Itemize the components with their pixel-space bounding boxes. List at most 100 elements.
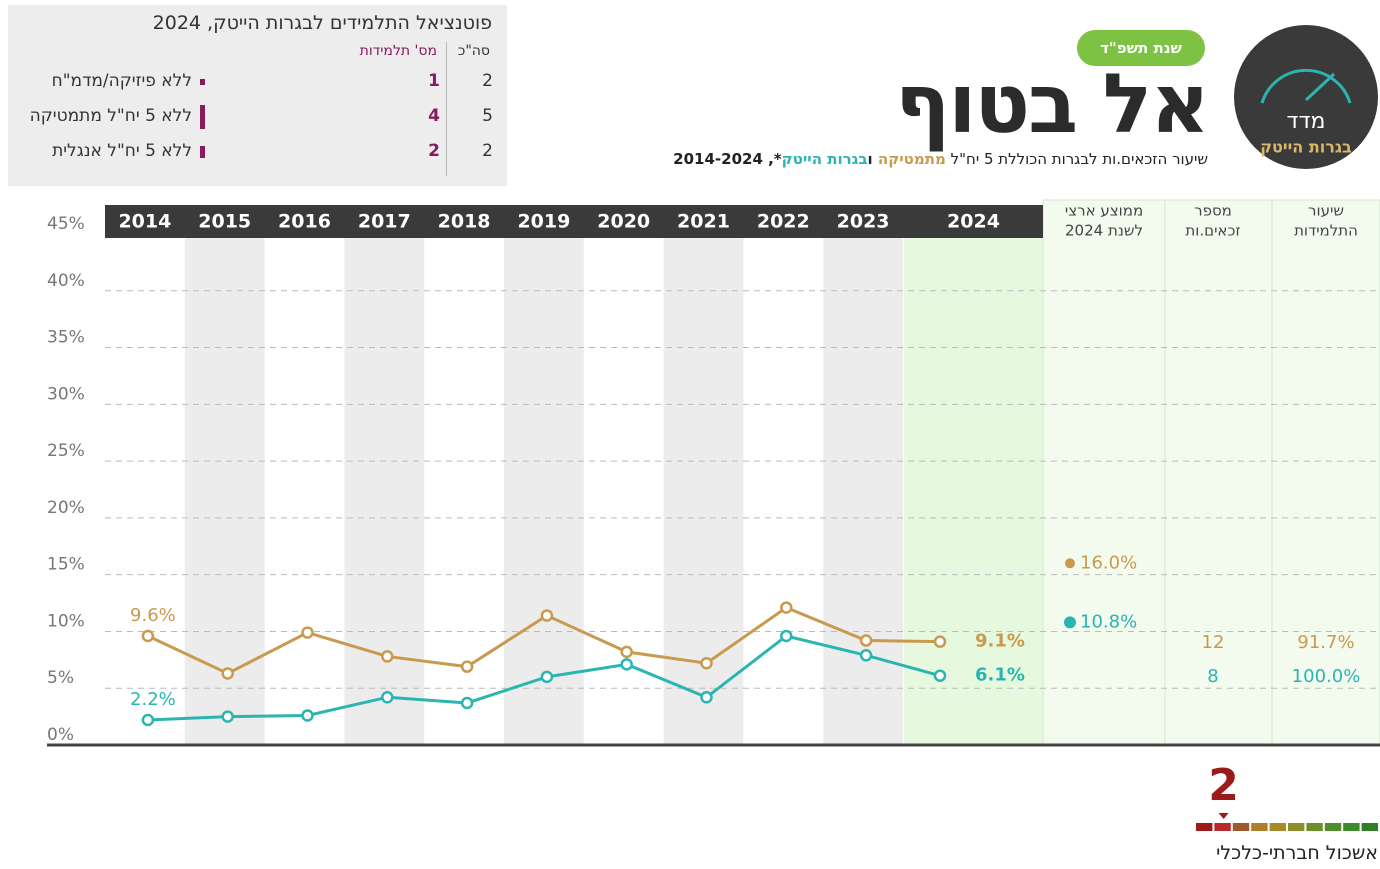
x-tick-label: 2017	[358, 211, 411, 233]
x-tick-label: 2021	[677, 211, 730, 233]
data-point	[700, 691, 713, 704]
logo-top: מדד	[1287, 109, 1326, 134]
data-label: 2.2%	[130, 689, 176, 710]
data-point	[301, 709, 314, 722]
data-point	[460, 660, 474, 673]
cluster-segment	[1214, 823, 1231, 831]
cluster-label: אשכול חברתי-כלכלי	[1216, 842, 1378, 864]
side-count: 2	[428, 141, 440, 161]
subtitle-part: ו	[867, 150, 878, 168]
x-tick-label: 2016	[278, 211, 331, 233]
data-point	[780, 629, 793, 643]
side-header: סה"כ	[457, 43, 490, 59]
national-point	[1065, 558, 1075, 569]
national-label: 16.0%	[1080, 552, 1137, 573]
data-point	[859, 649, 873, 662]
data-point	[540, 609, 554, 622]
logo-gauge	[1260, 69, 1352, 104]
data-label: 9.1%	[975, 631, 1025, 652]
x-tick-label: 2022	[757, 211, 810, 233]
logo-bottom: בגרות הייטק	[1260, 138, 1352, 157]
subtitle-part: בגרות הייטק	[781, 150, 868, 168]
data-point	[460, 696, 474, 710]
logo-needle	[1304, 72, 1336, 102]
x-tick-label: 2014	[118, 211, 171, 233]
side-header: מס' תלמידות	[359, 43, 437, 59]
subtitle: שיעור הזכאים.ות לבגרות הכוללת 5 יח"ל מתמ…	[673, 150, 1208, 168]
data-point	[859, 634, 873, 647]
column-bg	[663, 238, 744, 745]
y-tick-label: 20%	[47, 498, 85, 518]
cluster-marker	[1218, 813, 1229, 819]
side-bar	[200, 146, 205, 158]
x-tick-label: 2023	[837, 211, 890, 233]
x-tick-label: 2019	[517, 211, 570, 233]
subtitle-part: *, 2014-2024	[673, 150, 782, 168]
data-point	[933, 635, 947, 648]
logo-circle	[1234, 25, 1378, 169]
data-point	[221, 667, 234, 680]
data-label: 6.1%	[975, 665, 1025, 686]
national-point	[1064, 616, 1076, 629]
subtitle-part: מתמטיקה	[877, 150, 946, 168]
y-tick-label: 45%	[47, 214, 85, 234]
column-bg	[344, 238, 425, 745]
column-value: 100.0%	[1292, 666, 1361, 687]
y-tick-label: 5%	[47, 668, 74, 688]
column-value: 8	[1207, 666, 1218, 687]
side-label: ללא פיזיקה/מדמ"ח	[51, 71, 192, 91]
column-header: ממוצע ארצי	[1065, 202, 1143, 220]
side-bar	[200, 79, 205, 85]
data-point	[141, 629, 155, 643]
year-header	[105, 205, 1043, 238]
column-bg	[1271, 199, 1380, 746]
side-total: 2	[482, 141, 493, 161]
side-divider	[446, 42, 447, 176]
data-label: 9.6%	[130, 605, 176, 626]
cluster-segment	[1361, 823, 1378, 831]
data-point	[780, 601, 793, 614]
cluster-segment	[1251, 823, 1268, 831]
side-bar	[200, 105, 205, 129]
data-point	[381, 650, 394, 663]
cluster-segment	[1288, 823, 1305, 831]
column-value: 12	[1202, 632, 1225, 653]
national-label: 10.8%	[1080, 611, 1137, 632]
cluster-value: 2	[1208, 760, 1239, 811]
side-total: 5	[482, 106, 493, 126]
cluster-segment	[1324, 823, 1342, 831]
x-tick-label: 2024	[947, 211, 1000, 233]
school-name: אל בטוף	[894, 57, 1210, 152]
side-label: ללא 5 יח"ל אנגלית	[52, 141, 192, 161]
side-total: 2	[482, 71, 493, 91]
data-point	[540, 670, 554, 684]
cluster-segment	[1232, 823, 1250, 831]
side-label: ללא 5 יח"ל מתמטיקה	[29, 106, 192, 126]
y-tick-label: 15%	[47, 555, 85, 575]
column-bg	[1042, 199, 1166, 746]
cluster-segment	[1306, 823, 1323, 831]
column-bg	[504, 238, 584, 745]
y-tick-label: 35%	[47, 328, 85, 348]
side-count: 1	[428, 71, 440, 91]
column-header: זכאים.ות	[1185, 222, 1240, 240]
side-title: פוטנציאל התלמידים לבגרות הייטק, 2024	[152, 12, 492, 34]
side-panel	[8, 5, 507, 186]
data-point	[221, 710, 234, 723]
badge: שנת תשפ"ד	[1077, 30, 1205, 66]
y-tick-label: 10%	[47, 611, 85, 631]
x-tick-label: 2018	[438, 211, 491, 233]
data-point	[301, 626, 314, 639]
column-header: מספר	[1194, 202, 1232, 220]
side-count: 4	[428, 106, 440, 126]
data-point	[381, 691, 394, 704]
column-header: לשנת 2024	[1065, 222, 1143, 240]
data-point	[620, 645, 633, 659]
data-point	[933, 669, 947, 682]
data-point	[141, 713, 155, 727]
column-bg	[904, 238, 1043, 745]
y-tick-label: 0%	[47, 725, 74, 745]
cluster-segment	[1196, 823, 1213, 831]
